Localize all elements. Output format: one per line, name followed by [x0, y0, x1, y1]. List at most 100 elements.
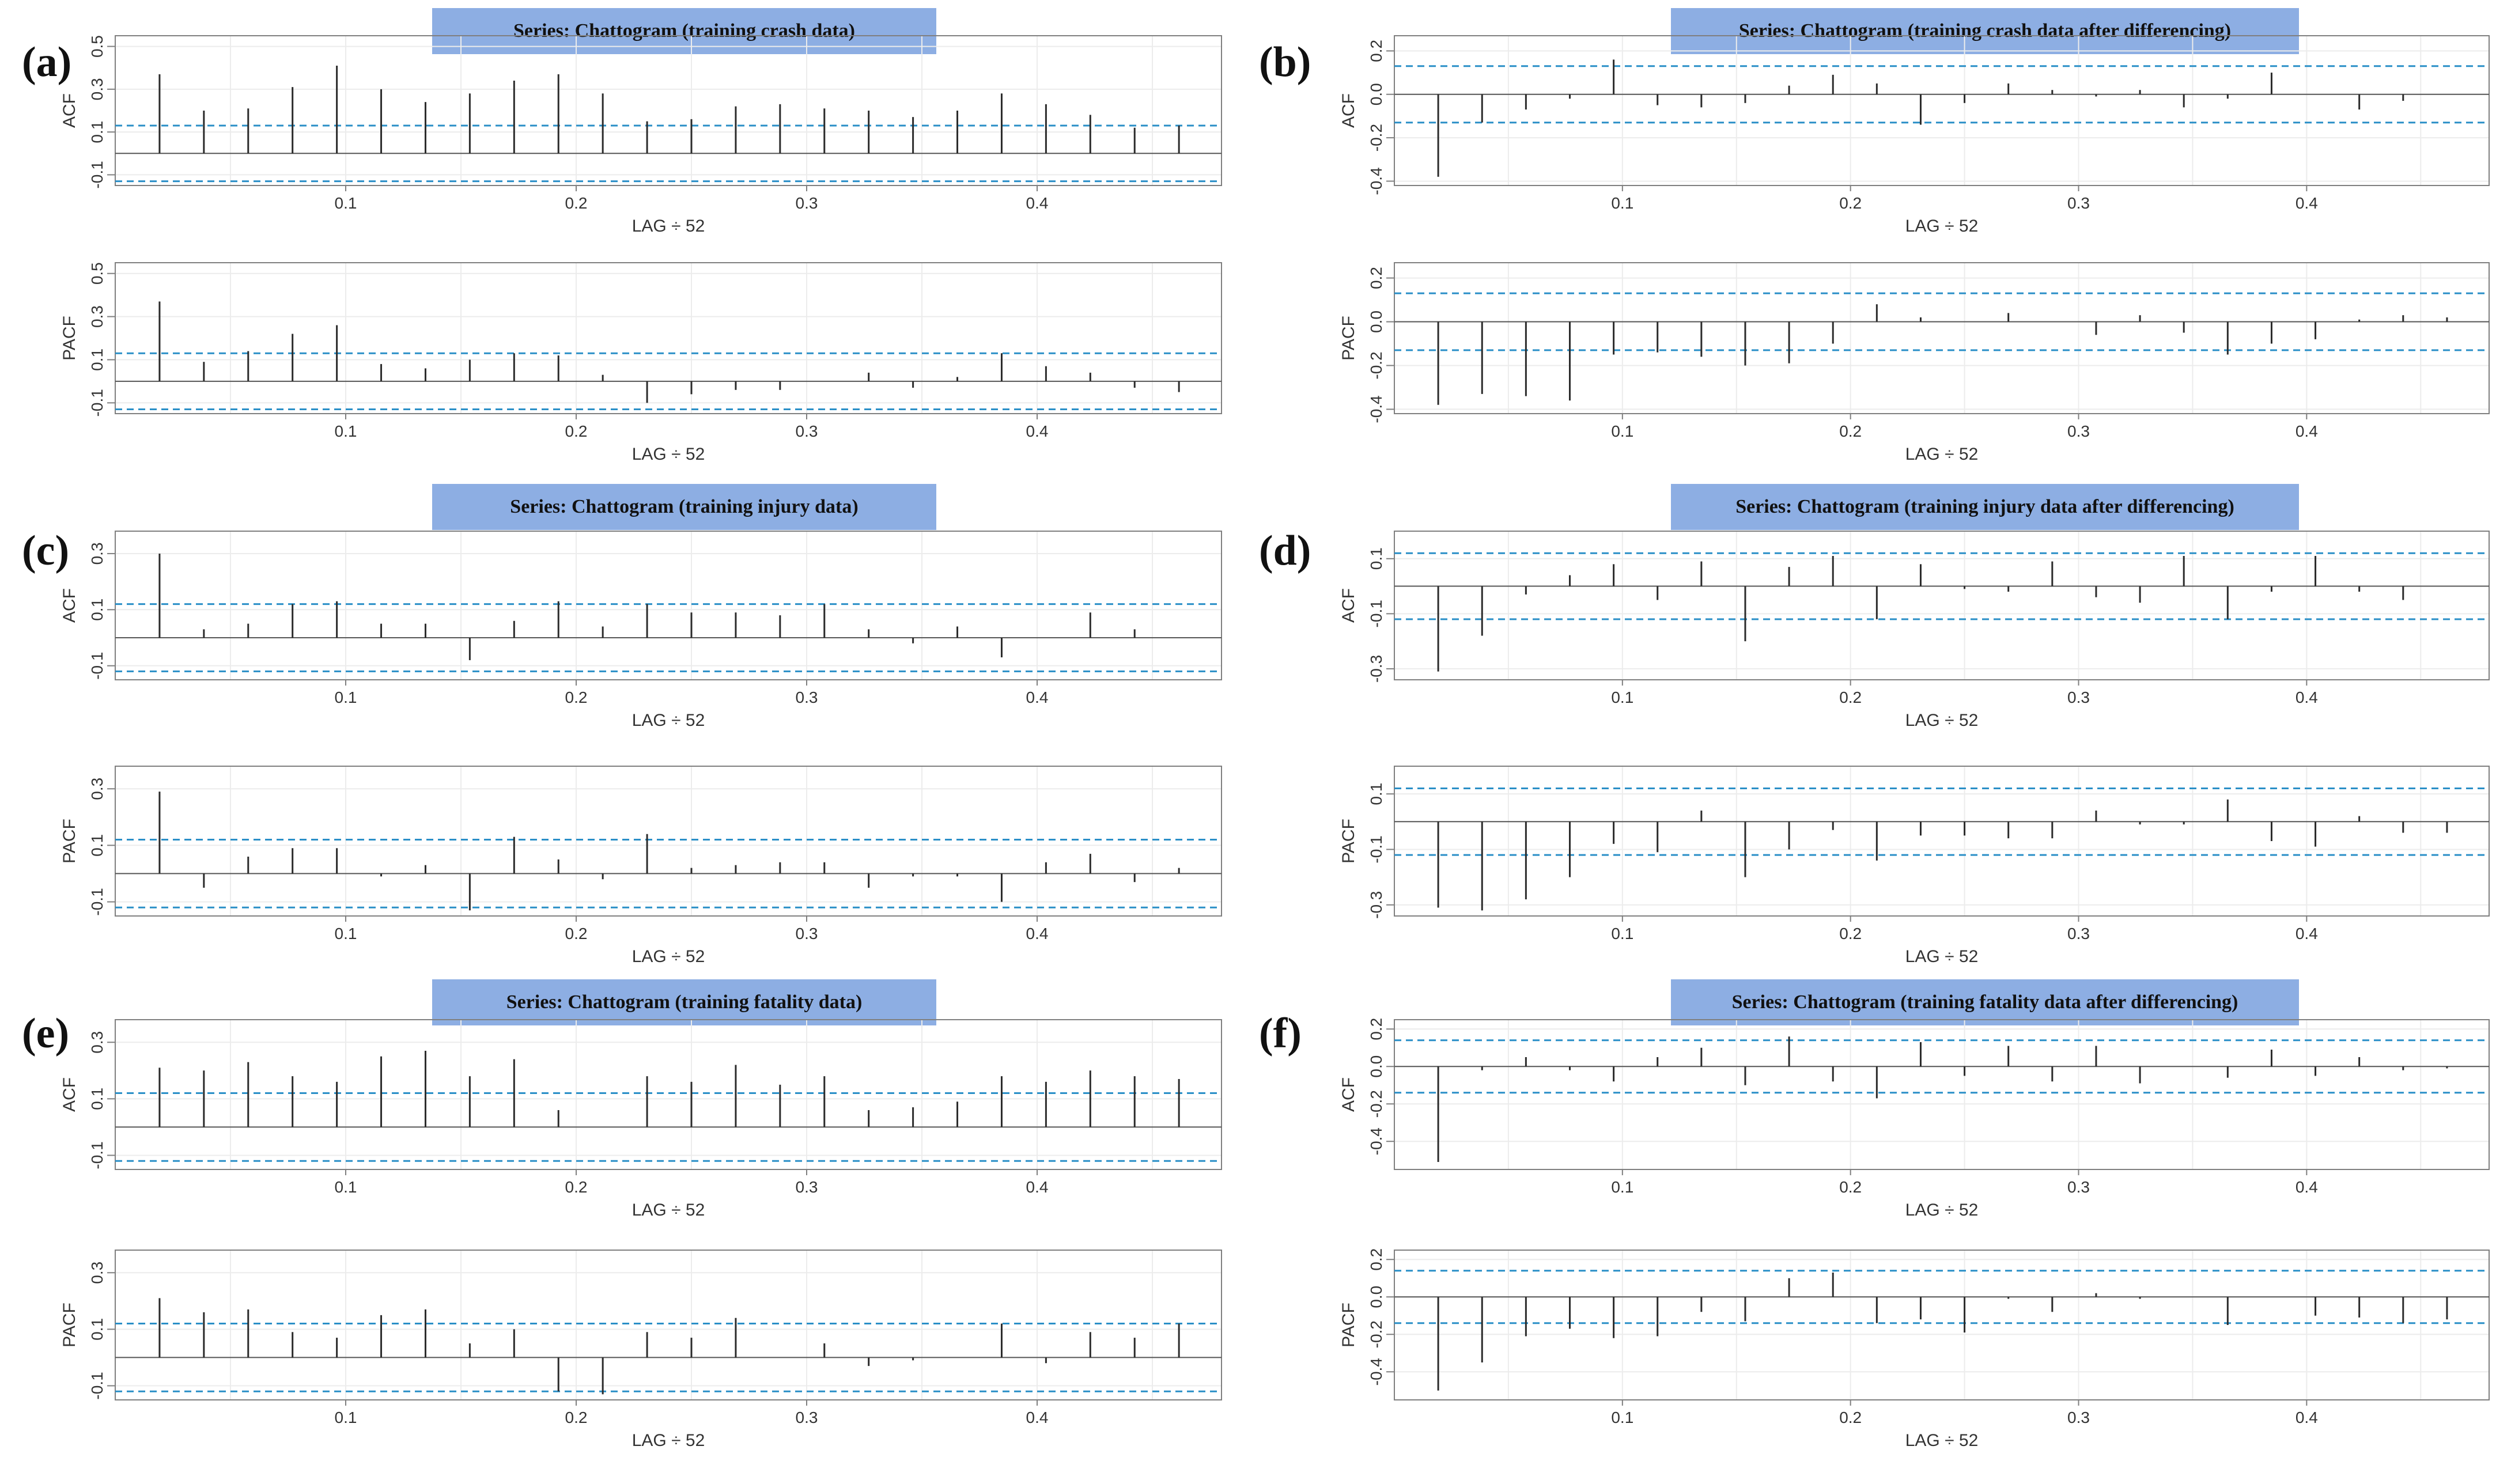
spikes — [1437, 799, 2448, 911]
x-axis-label: LAG ÷ 52 — [1905, 217, 1979, 236]
y-axis-label: ACF — [1339, 588, 1358, 623]
acf-plot: -0.1 0.1 0.3 0.5 ACF 0.1 0.2 0.3 0.4 LAG ÷ 52 — [60, 35, 1222, 236]
x-tick-label: 0.1 — [1611, 688, 1633, 706]
pacf-plot: -0.1 0.1 0.3 PACF 0.1 0.2 0.3 0.4 LAG ÷ 52 — [60, 1250, 1222, 1450]
spikes — [1437, 304, 2448, 405]
series-title: Series: Chattogram (training fatality da… — [432, 979, 936, 1025]
grid — [115, 1020, 1222, 1169]
panel-label: (d) — [1259, 527, 1311, 574]
y-tick-label: 0.1 — [88, 834, 106, 857]
x-tick-label: 0.1 — [335, 688, 357, 706]
spikes — [1437, 1273, 2448, 1391]
panel-label: (e) — [22, 1010, 70, 1057]
x-tick-label: 0.2 — [1839, 1178, 1862, 1196]
x-tick-label: 0.4 — [2296, 1409, 2318, 1426]
y-tick-label: -0.1 — [88, 1141, 106, 1169]
y-tick-label: -0.1 — [88, 161, 106, 188]
spikes — [158, 553, 1136, 660]
y-axis-label: ACF — [60, 1077, 79, 1112]
x-tick-label: 0.2 — [1839, 422, 1862, 440]
y-tick-label: -0.4 — [1367, 1358, 1385, 1385]
acf-plot: -0.1 0.1 0.3 ACF 0.1 0.2 0.3 0.4 LAG ÷ 52 — [60, 531, 1222, 730]
panel-label: (c) — [22, 527, 70, 574]
grid — [1394, 36, 2489, 186]
y-tick-label: 0.0 — [1367, 1286, 1385, 1308]
y-tick-label: -0.4 — [1367, 167, 1385, 195]
x-tick-label: 0.2 — [565, 1409, 588, 1426]
x-axis-label: LAG ÷ 52 — [1905, 1431, 1979, 1450]
x-tick-label: 0.3 — [2067, 925, 2090, 942]
x-tick-label: 0.3 — [796, 422, 818, 440]
y-tick-label: 0.1 — [88, 349, 106, 371]
y-tick-label: -0.1 — [88, 888, 106, 915]
y-tick-label: 0.2 — [1367, 267, 1385, 289]
y-tick-label: -0.2 — [1367, 124, 1385, 152]
grid — [115, 1250, 1222, 1400]
y-axis-label: ACF — [60, 588, 79, 623]
y-axis-label: PACF — [60, 316, 79, 361]
y-tick-label: -0.2 — [1367, 1320, 1385, 1348]
series-title: Series: Chattogram (training fatality da… — [1671, 979, 2299, 1025]
y-tick-label: 0.1 — [88, 1088, 106, 1110]
spikes — [158, 301, 1180, 403]
y-tick-label: 0.1 — [1367, 547, 1385, 570]
y-tick-label: -0.2 — [1367, 1090, 1385, 1118]
plot-frame — [1394, 1019, 2490, 1170]
x-tick-label: 0.4 — [2296, 194, 2318, 212]
acf-plot: -0.3 -0.1 0.1 ACF 0.1 0.2 0.3 0.4 LAG ÷ 52 — [1339, 531, 2490, 730]
y-tick-label: 0.0 — [1367, 311, 1385, 333]
grid — [115, 263, 1222, 414]
x-tick-label: 0.3 — [2067, 422, 2090, 440]
x-tick-label: 0.3 — [796, 925, 818, 942]
grid — [1394, 766, 2489, 916]
y-tick-label: 0.5 — [88, 262, 106, 285]
x-tick-label: 0.2 — [1839, 688, 1862, 706]
y-tick-label: 0.3 — [88, 305, 106, 328]
y-tick-label: -0.1 — [1367, 600, 1385, 627]
y-tick-label: 0.3 — [88, 1031, 106, 1054]
plot-frame — [115, 766, 1222, 917]
y-tick-label: 0.1 — [1367, 783, 1385, 805]
spikes — [1437, 556, 2404, 672]
spikes — [158, 1298, 1180, 1395]
plot-frame — [1394, 766, 2490, 917]
y-tick-label: 0.2 — [1367, 1018, 1385, 1040]
pacf-plot: -0.1 0.1 0.3 0.5 PACF 0.1 0.2 0.3 0.4 LAG ÷ 52 — [60, 262, 1222, 464]
spikes — [158, 792, 1180, 911]
x-axis-label: LAG ÷ 52 — [1905, 711, 1979, 730]
y-axis-label: PACF — [1339, 1303, 1358, 1347]
plot-frame — [1394, 262, 2490, 414]
plot-frame — [1394, 35, 2490, 186]
x-axis-label: LAG ÷ 52 — [1905, 1201, 1979, 1220]
y-tick-label: -0.4 — [1367, 395, 1385, 423]
x-tick-label: 0.3 — [2067, 194, 2090, 212]
y-tick-label: -0.2 — [1367, 351, 1385, 379]
x-tick-label: 0.3 — [796, 194, 818, 212]
x-axis-label: LAG ÷ 52 — [632, 1201, 705, 1220]
y-tick-label: 0.3 — [88, 542, 106, 565]
x-tick-label: 0.1 — [335, 1178, 357, 1196]
acf-plot: -0.4 -0.2 0.0 0.2 ACF 0.1 0.2 0.3 0.4 LAG ÷ 52 — [1339, 1018, 2490, 1220]
x-tick-label: 0.4 — [2296, 688, 2318, 706]
y-axis-label: ACF — [1339, 93, 1358, 128]
y-axis-label: PACF — [1339, 819, 1358, 864]
x-tick-label: 0.1 — [335, 194, 357, 212]
x-tick-label: 0.2 — [1839, 194, 1862, 212]
x-tick-label: 0.4 — [1026, 1409, 1049, 1426]
x-tick-label: 0.1 — [1611, 925, 1633, 942]
x-tick-label: 0.3 — [796, 1409, 818, 1426]
x-axis-label: LAG ÷ 52 — [632, 947, 705, 966]
x-tick-label: 0.4 — [1026, 422, 1049, 440]
series-title: Series: Chattogram (training injury data… — [432, 484, 936, 530]
acf-plot: -0.1 0.1 0.3 ACF 0.1 0.2 0.3 0.4 LAG ÷ 52 — [60, 1019, 1222, 1220]
y-tick-label: -0.1 — [88, 652, 106, 680]
y-tick-label: 0.0 — [1367, 1055, 1385, 1078]
spikes — [158, 1050, 1180, 1127]
series-title: Series: Chattogram (training injury data… — [1671, 484, 2299, 530]
y-axis-label: ACF — [60, 93, 79, 128]
x-tick-label: 0.2 — [565, 194, 588, 212]
x-tick-label: 0.1 — [335, 925, 357, 942]
pacf-plot: -0.4 -0.2 0.0 0.2 PACF 0.1 0.2 0.3 0.4 LAG ÷ 52 — [1339, 1248, 2490, 1450]
spikes — [158, 66, 1180, 154]
